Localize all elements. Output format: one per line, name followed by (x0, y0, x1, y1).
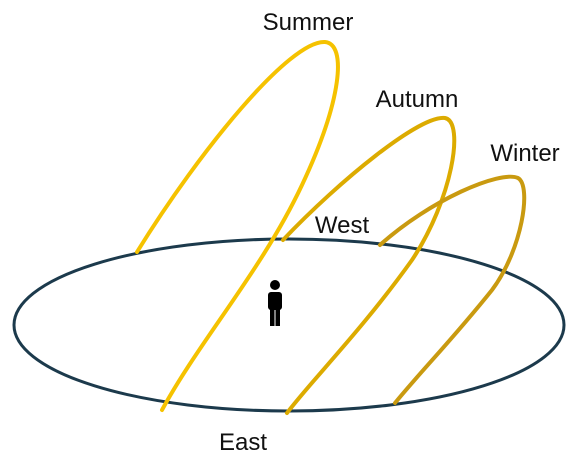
autumn-path (281, 115, 457, 415)
summer-label: Summer (263, 9, 354, 36)
horizon (12, 237, 566, 413)
winter-label: Winter (490, 140, 559, 167)
east-label: East (219, 429, 267, 455)
observer-icon (268, 280, 282, 326)
west-label: West (315, 212, 370, 239)
winter-path (378, 174, 527, 405)
autumn-label: Autumn (376, 86, 459, 113)
summer-path (135, 39, 340, 412)
